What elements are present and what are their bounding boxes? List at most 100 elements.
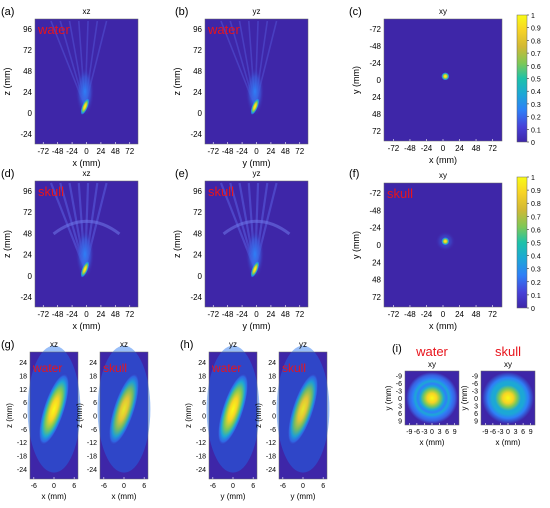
panel-letter: (g) (1, 339, 14, 351)
panel-letter: (c) (349, 6, 362, 18)
y-tick-label: 0 (377, 241, 382, 250)
focal-spot (108, 372, 140, 446)
y-axis-label: z (mm) (254, 403, 263, 428)
x-tick-label: 9 (529, 429, 533, 436)
x-tick-label: -72 (207, 147, 219, 156)
y-tick-label: 48 (372, 110, 381, 119)
y-tick-label: -12 (266, 440, 276, 447)
x-axis-label: x (mm) (73, 158, 101, 168)
beam-glow (245, 228, 265, 280)
x-tick-label: -72 (388, 144, 400, 153)
x-tick-label: 48 (111, 310, 120, 319)
x-tick-label: 72 (125, 310, 134, 319)
panel-title: yz (253, 7, 261, 16)
panel-letter: (h) (180, 339, 193, 351)
x-tick-label: 0 (84, 310, 89, 319)
x-tick-label: 0 (231, 483, 235, 490)
medium-label: skull (495, 344, 521, 359)
x-axis-label: y (mm) (221, 492, 246, 501)
x-tick-label: 0 (301, 483, 305, 490)
panel-title: xz (83, 169, 91, 178)
y-tick-label: 72 (193, 208, 202, 217)
y-tick-label: 0 (474, 396, 478, 403)
medium-label: skull (387, 186, 413, 201)
focal-spot (406, 372, 458, 424)
x-tick-label: -48 (222, 310, 234, 319)
y-tick-label: -18 (87, 454, 97, 461)
panel-g1: -6 0 6 24 18 12 6 0 -6 -12 -18 -24 x (mm) z (mm) xz wat… (1, 339, 81, 501)
y-tick-label: -6 (200, 427, 206, 434)
y-axis-label: y (mm) (460, 385, 469, 410)
panel-title: yz (229, 340, 237, 349)
y-tick-label: -12 (196, 440, 206, 447)
medium-label: skull (208, 184, 234, 199)
colorbar-tick-label: 0.1 (531, 293, 541, 300)
x-tick-label: -72 (207, 310, 219, 319)
y-tick-label: -48 (369, 206, 381, 215)
x-axis-label: x (mm) (42, 492, 67, 501)
y-tick-label: -24 (196, 467, 206, 474)
x-tick-label: -48 (404, 310, 416, 319)
x-tick-label: -48 (222, 147, 234, 156)
y-tick-label: 18 (198, 373, 206, 380)
panel-letter: (e) (175, 168, 188, 180)
panel-f: -72 -48 -24 0 24 48 72 -72 -48 -24 0 24 48 72 x (mm) y … (349, 168, 541, 331)
x-tick-label: -9 (482, 429, 488, 436)
y-axis-label: z (mm) (5, 403, 14, 428)
y-tick-label: -18 (266, 454, 276, 461)
y-tick-label: 9 (474, 419, 478, 426)
colorbar-tick-label: 0.5 (531, 77, 541, 84)
colorbar-tick-label: 0.7 (531, 51, 541, 58)
x-tick-label: 0 (430, 429, 434, 436)
y-tick-label: 48 (193, 229, 202, 238)
y-tick-label: 24 (268, 360, 276, 367)
y-tick-label: -18 (17, 454, 27, 461)
y-tick-label: 0 (398, 396, 402, 403)
y-tick-label: 72 (23, 208, 32, 217)
x-tick-label: 72 (295, 147, 304, 156)
x-tick-label: 24 (96, 310, 105, 319)
medium-label: skull (38, 184, 64, 199)
y-tick-label: 24 (19, 360, 27, 367)
y-tick-label: -24 (20, 130, 32, 139)
y-tick-label: -24 (369, 224, 381, 233)
panel-title: xz (83, 7, 91, 16)
y-tick-label: -6 (21, 427, 27, 434)
colorbar-tick-label: 0.5 (531, 241, 541, 248)
y-tick-label: 96 (193, 25, 202, 34)
medium-label: water (415, 344, 448, 359)
x-tick-label: 6 (142, 483, 146, 490)
x-tick-label: -24 (421, 144, 433, 153)
y-tick-label: 24 (23, 88, 32, 97)
medium-label: water (207, 22, 240, 37)
y-tick-label: -12 (87, 440, 97, 447)
y-axis-label: y (mm) (351, 66, 361, 94)
y-tick-label: 12 (198, 387, 206, 394)
y-axis-label: z (mm) (2, 230, 12, 258)
y-tick-label: 96 (23, 187, 32, 196)
x-tick-label: -6 (101, 483, 107, 490)
focal-spot (38, 372, 70, 446)
colorbar-tick-label: 0.1 (531, 127, 541, 134)
colorbar-tick-label: 0.9 (531, 188, 541, 195)
x-tick-label: 6 (321, 483, 325, 490)
colorbar-tick-label: 1 (531, 175, 535, 182)
x-tick-label: 0 (122, 483, 126, 490)
y-tick-label: 0 (272, 414, 276, 421)
x-tick-label: 48 (281, 310, 290, 319)
x-tick-label: -6 (210, 483, 216, 490)
y-tick-label: -3 (396, 388, 402, 395)
x-tick-label: -48 (52, 147, 64, 156)
colorbar-tick-label: 0.9 (531, 26, 541, 33)
panel-h1: -6 0 6 24 18 12 6 0 -6 -12 -18 -24 y (mm) z (mm) yz wat… (180, 339, 260, 501)
y-axis-label: y (mm) (384, 385, 393, 410)
x-tick-label: 3 (514, 429, 518, 436)
y-tick-label: 24 (198, 360, 206, 367)
panel-letter: (b) (175, 6, 188, 18)
x-tick-label: 72 (295, 310, 304, 319)
y-tick-label: 6 (202, 400, 206, 407)
y-tick-label: -6 (472, 381, 478, 388)
medium-label: water (37, 22, 70, 37)
